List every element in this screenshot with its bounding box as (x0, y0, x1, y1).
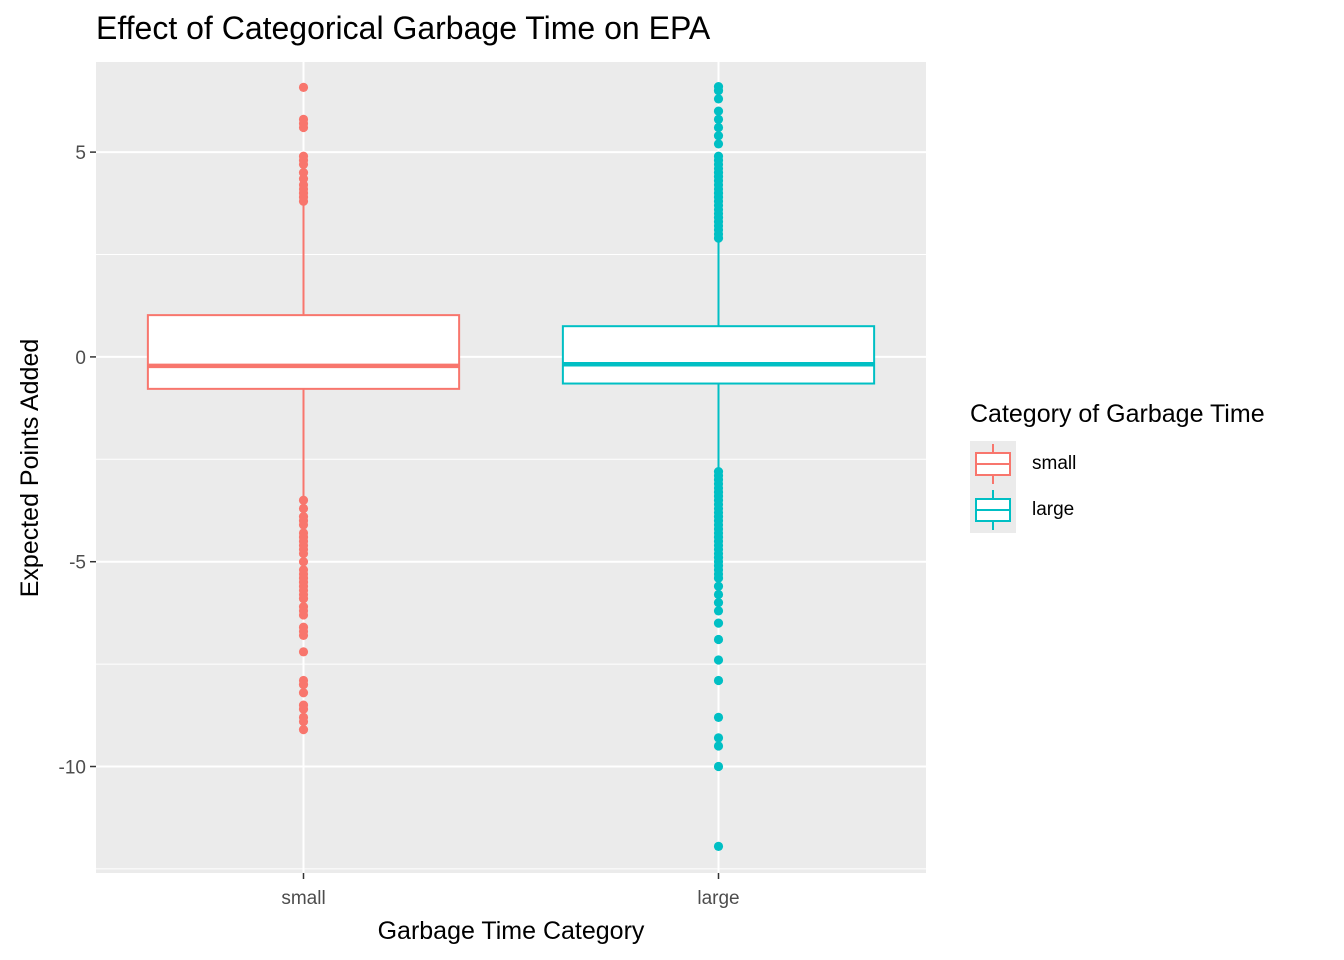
box-small (146, 82, 461, 735)
legend-title: Category of Garbage Time (970, 400, 1265, 428)
outlier-point (298, 196, 309, 206)
y-axis: 5 0 -5 -10 (59, 143, 96, 779)
box-layer (146, 81, 876, 851)
outlier-point (298, 725, 309, 735)
y-tick-label: -5 (69, 553, 86, 574)
outlier-point (713, 761, 724, 772)
chart-title: Effect of Categorical Garbage Time on EP… (96, 10, 711, 46)
outlier-point (298, 610, 309, 620)
legend-label-small: small (1032, 453, 1077, 474)
y-tick-label: 5 (75, 143, 86, 164)
outlier-point (713, 598, 724, 608)
box-iqr (146, 314, 461, 390)
outlier-point (298, 704, 309, 714)
legend-key-small (970, 441, 1016, 487)
outlier-point (713, 634, 724, 645)
x-axis: small large (281, 873, 740, 909)
box-large (561, 81, 876, 851)
outlier-point (298, 647, 309, 657)
outlier-point (713, 655, 724, 665)
minor-gridlines (96, 254, 926, 870)
outlier-point (298, 122, 309, 133)
outlier-point (713, 86, 724, 96)
outlier-point (713, 589, 724, 600)
outlier-point (713, 606, 724, 616)
outlier-point (298, 503, 309, 514)
outlier-point (713, 741, 724, 751)
outlier-point (713, 841, 724, 851)
outlier-point (713, 139, 724, 149)
outlier-point (298, 520, 309, 530)
outlier-point (713, 233, 724, 243)
outlier-point (298, 688, 309, 698)
outlier-point (713, 106, 724, 116)
y-axis-title: Expected Points Added (16, 339, 44, 598)
legend-item-small: small (970, 441, 1265, 487)
y-tick-label: 0 (75, 348, 86, 369)
outlier-point (298, 557, 309, 567)
outlier-point (298, 630, 309, 641)
x-tick-label: large (697, 888, 739, 909)
outlier-point (298, 716, 309, 727)
y-tick-label: -10 (59, 758, 86, 779)
outlier-point (298, 548, 309, 559)
outlier-point (298, 679, 309, 690)
x-axis-title: Garbage Time Category (378, 917, 645, 945)
legend-label-large: large (1032, 499, 1075, 520)
outlier-point (713, 573, 724, 583)
outlier-point (713, 114, 724, 124)
outlier-point (713, 675, 724, 686)
outlier-point (713, 581, 724, 591)
legend-item-large: large (970, 487, 1265, 533)
outlier-point (298, 593, 309, 604)
outlier-point (298, 82, 309, 92)
plot-panel (96, 62, 926, 873)
legend: Category of Garbage Time small large (970, 400, 1265, 533)
outlier-point (713, 712, 724, 722)
outlier-point (298, 159, 309, 169)
outlier-point (298, 495, 309, 505)
outlier-point (713, 131, 724, 141)
outlier-point (713, 618, 724, 628)
x-tick-label: small (281, 888, 325, 909)
outlier-point (713, 122, 724, 133)
box-iqr (561, 325, 876, 385)
outlier-point (713, 94, 724, 104)
legend-key-large (970, 487, 1016, 533)
outlier-point (713, 733, 724, 743)
